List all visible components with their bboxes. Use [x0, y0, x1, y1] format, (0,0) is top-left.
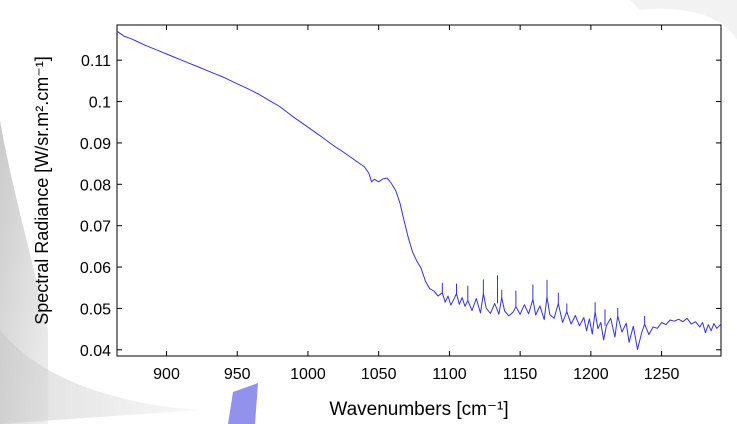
- x-tick-label: 1000: [290, 366, 326, 383]
- x-tick-label: 1100: [432, 366, 467, 383]
- x-axis-title: Wavenumbers [cm⁻¹]: [329, 399, 508, 420]
- x-axis: 900 950 1000 1050 1100 1150 1200 1250: [153, 25, 679, 383]
- plot-area: [116, 24, 722, 357]
- y-axis-title: Spectral Radiance [W/sr.m².cm⁻¹]: [32, 56, 52, 325]
- y-tick-label: 0.05: [80, 301, 111, 318]
- y-tick-label: 0.11: [81, 53, 111, 70]
- x-tick-label: 1200: [573, 366, 609, 383]
- y-tick-label: 0.09: [80, 136, 111, 153]
- x-tick-label: 1150: [503, 366, 538, 383]
- y-axis: 0.04 0.05 0.06 0.07 0.08 0.09 0.1 0.11: [80, 53, 721, 360]
- y-tick-label: 0.04: [80, 343, 111, 360]
- y-tick-label: 0.07: [80, 219, 111, 236]
- series-line: [116, 30, 722, 350]
- x-tick-label: 900: [153, 366, 180, 383]
- y-tick-label: 0.1: [89, 95, 111, 112]
- x-tick-label: 1250: [644, 366, 680, 383]
- y-tick-label: 0.08: [80, 177, 111, 194]
- x-tick-label: 1050: [361, 366, 397, 383]
- series-group: [116, 30, 722, 350]
- x-tick-label: 950: [224, 366, 251, 383]
- y-tick-label: 0.06: [80, 260, 111, 277]
